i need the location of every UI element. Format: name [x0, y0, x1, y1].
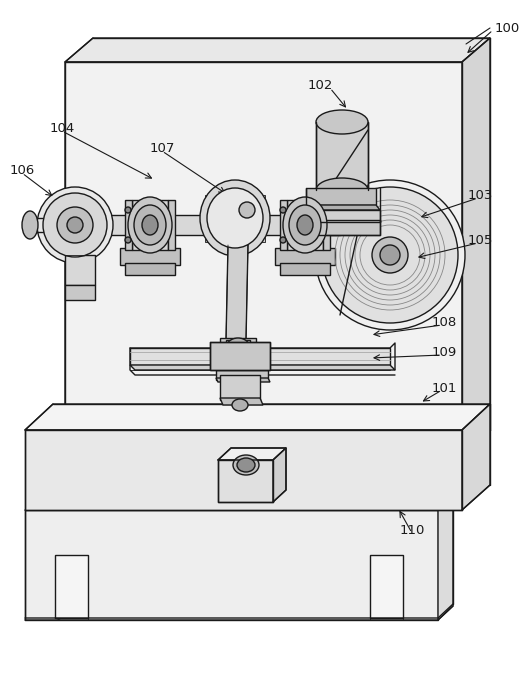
Polygon shape: [125, 263, 175, 275]
Polygon shape: [370, 555, 403, 618]
Text: 101: 101: [432, 382, 458, 394]
Ellipse shape: [316, 110, 368, 134]
Polygon shape: [306, 205, 380, 210]
Polygon shape: [30, 218, 75, 232]
Ellipse shape: [372, 237, 408, 273]
Polygon shape: [25, 430, 462, 510]
Polygon shape: [132, 200, 168, 250]
Ellipse shape: [22, 211, 38, 239]
Ellipse shape: [315, 180, 465, 330]
Polygon shape: [220, 398, 263, 405]
Ellipse shape: [200, 180, 270, 256]
Polygon shape: [130, 365, 395, 370]
Polygon shape: [216, 370, 268, 380]
Text: 100: 100: [495, 22, 520, 35]
Polygon shape: [462, 38, 490, 430]
Polygon shape: [226, 340, 250, 375]
Polygon shape: [273, 448, 286, 502]
Ellipse shape: [322, 187, 458, 323]
Ellipse shape: [283, 197, 327, 253]
Polygon shape: [323, 200, 330, 250]
Polygon shape: [306, 210, 380, 222]
Polygon shape: [306, 188, 376, 205]
Ellipse shape: [125, 237, 131, 243]
Polygon shape: [168, 200, 175, 250]
Ellipse shape: [237, 458, 255, 472]
Polygon shape: [218, 460, 273, 502]
Polygon shape: [462, 404, 490, 510]
Polygon shape: [125, 200, 132, 250]
Polygon shape: [287, 200, 323, 250]
Ellipse shape: [239, 202, 255, 218]
Polygon shape: [25, 404, 490, 430]
Ellipse shape: [125, 207, 131, 213]
Polygon shape: [226, 245, 248, 340]
Polygon shape: [75, 215, 340, 235]
Polygon shape: [220, 375, 260, 400]
Polygon shape: [65, 38, 490, 62]
Polygon shape: [220, 338, 256, 360]
Ellipse shape: [380, 245, 400, 265]
Ellipse shape: [232, 399, 248, 411]
Text: 109: 109: [432, 346, 457, 359]
Text: 110: 110: [400, 523, 425, 536]
Ellipse shape: [297, 215, 313, 235]
Ellipse shape: [226, 338, 250, 358]
Ellipse shape: [57, 207, 93, 243]
Text: 103: 103: [468, 189, 494, 201]
Ellipse shape: [280, 207, 286, 213]
Polygon shape: [316, 122, 368, 190]
Ellipse shape: [37, 187, 113, 263]
Polygon shape: [130, 348, 390, 365]
Polygon shape: [55, 555, 88, 618]
Ellipse shape: [280, 237, 286, 243]
Ellipse shape: [67, 217, 83, 233]
Polygon shape: [205, 195, 265, 242]
Polygon shape: [25, 510, 438, 620]
Polygon shape: [280, 200, 287, 250]
Text: 104: 104: [50, 121, 75, 135]
Polygon shape: [280, 263, 330, 275]
Ellipse shape: [134, 205, 166, 245]
Text: 102: 102: [308, 78, 333, 92]
Polygon shape: [216, 378, 270, 382]
Polygon shape: [218, 448, 286, 460]
Text: 107: 107: [150, 142, 176, 155]
Ellipse shape: [43, 193, 107, 257]
Polygon shape: [275, 248, 335, 265]
Polygon shape: [120, 248, 180, 265]
Text: 105: 105: [468, 233, 494, 246]
Ellipse shape: [233, 455, 259, 475]
Polygon shape: [210, 342, 270, 370]
Polygon shape: [65, 255, 95, 285]
Polygon shape: [438, 495, 453, 620]
Ellipse shape: [142, 215, 158, 235]
Polygon shape: [65, 62, 462, 430]
Ellipse shape: [207, 188, 263, 248]
Polygon shape: [308, 220, 380, 235]
Polygon shape: [65, 285, 95, 300]
Ellipse shape: [128, 197, 172, 253]
Ellipse shape: [316, 178, 368, 202]
Text: 108: 108: [432, 316, 457, 328]
Ellipse shape: [289, 205, 321, 245]
Text: 106: 106: [10, 164, 35, 176]
